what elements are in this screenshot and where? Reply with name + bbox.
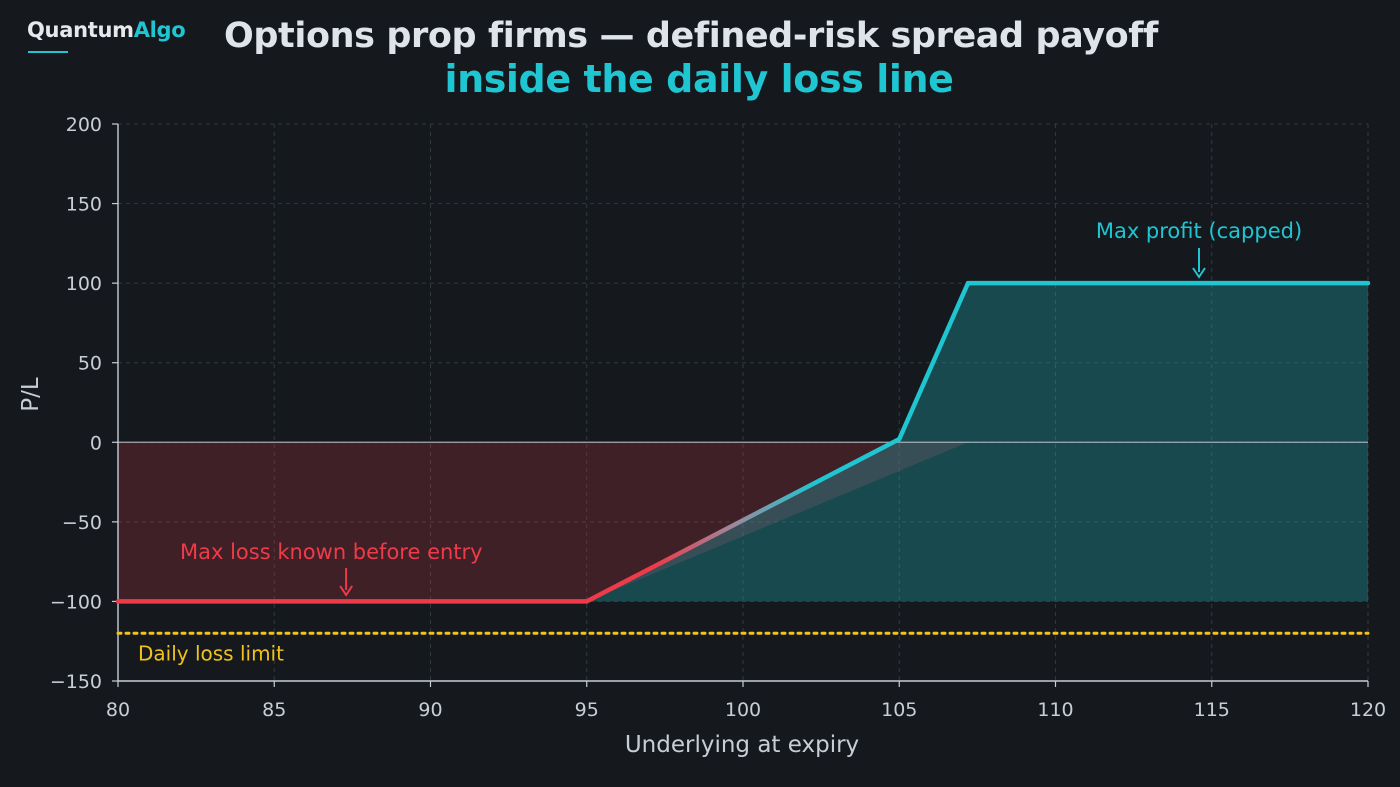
x-tick-label: 95 <box>575 699 599 721</box>
y-tick-label: 150 <box>66 194 102 216</box>
payoff-segment <box>584 436 902 604</box>
x-tick-label: 100 <box>725 699 761 721</box>
chart-title: Options prop firms — defined-risk spread… <box>224 16 1158 56</box>
x-tick-label: 110 <box>1037 699 1073 721</box>
lines-layer <box>115 248 1371 635</box>
y-tick-label: −50 <box>62 512 102 534</box>
y-tick-label: −100 <box>50 591 102 613</box>
brand-part-1: Quantum <box>27 18 134 42</box>
axes-layer <box>112 123 1369 687</box>
chart-subtitle: inside the daily loss line <box>444 57 954 101</box>
y-tick-label: −150 <box>50 671 102 693</box>
x-tick-label: 90 <box>418 699 442 721</box>
text-layer: −150 −100 −50 0 50 100 150 200 80 85 90 95 100 105 110… <box>18 114 1386 758</box>
x-axis-label: Underlying at expiry <box>625 732 859 758</box>
x-tick-label: 115 <box>1194 699 1230 721</box>
x-tick-label: 105 <box>881 699 917 721</box>
x-tick-label: 120 <box>1350 699 1386 721</box>
loss-region <box>118 442 968 602</box>
y-tick-label: 0 <box>90 432 102 454</box>
x-tick-label: 85 <box>262 699 286 721</box>
y-tick-label: 50 <box>78 353 102 375</box>
x-tick-label: 80 <box>106 699 130 721</box>
brand-logo: QuantumAlgo <box>27 18 186 42</box>
payoff-segment <box>897 280 971 442</box>
y-axis-label: P/L <box>18 377 44 412</box>
y-tick-label: 200 <box>66 114 102 136</box>
daily-loss-limit-label: Daily loss limit <box>138 641 284 665</box>
max-loss-annotation: Max loss known before entry <box>180 540 483 564</box>
max-loss-arrow-icon <box>339 585 353 597</box>
y-tick-label: 100 <box>66 273 102 295</box>
max-profit-annotation: Max profit (capped) <box>1096 219 1302 243</box>
max-profit-arrow-icon <box>1192 267 1206 279</box>
brand-underline <box>28 51 68 53</box>
brand-part-2: Algo <box>133 18 186 42</box>
